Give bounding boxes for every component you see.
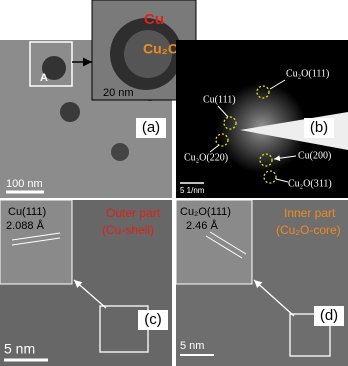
particle-core bbox=[124, 30, 172, 78]
lattice-line bbox=[11, 232, 61, 241]
lattice-line bbox=[209, 231, 247, 255]
label-box bbox=[314, 306, 344, 326]
core-label: Cu₂O bbox=[143, 41, 179, 57]
particle bbox=[42, 56, 66, 80]
particle bbox=[111, 143, 129, 161]
spot-ring bbox=[256, 85, 270, 99]
label-box bbox=[136, 118, 166, 138]
shell-label: Cu bbox=[144, 11, 164, 28]
spot-ring bbox=[259, 153, 273, 167]
plane-label: Cu(111) bbox=[8, 206, 46, 218]
zoom-inset bbox=[175, 199, 253, 285]
spot-ring bbox=[263, 170, 277, 184]
selection-box bbox=[29, 41, 73, 87]
spacing-label: 2.46 Å bbox=[186, 219, 218, 232]
scale-bar-label: 20 nm bbox=[103, 87, 134, 99]
scale-bar-label: 5 nm bbox=[180, 340, 204, 352]
spot-label: Cu₂O(111) bbox=[286, 68, 329, 79]
leader bbox=[217, 105, 229, 118]
arrow bbox=[73, 279, 107, 309]
spot-label: Cu₂O(220) bbox=[184, 152, 228, 163]
region-subtitle: (Cu₂O-core) bbox=[276, 223, 341, 237]
zoom-box bbox=[289, 313, 331, 357]
lattice-line bbox=[11, 237, 61, 246]
region-title: Inner part bbox=[284, 206, 336, 220]
lattice-line bbox=[205, 235, 243, 259]
panel-label: (d) bbox=[320, 307, 338, 324]
panel-label: (a) bbox=[142, 119, 160, 136]
spacing-label: 2.088 Å bbox=[6, 219, 45, 232]
region-subtitle: (Cu-shell) bbox=[102, 223, 154, 237]
leader bbox=[273, 155, 297, 162]
leader bbox=[209, 144, 220, 153]
spot-ring bbox=[223, 116, 237, 130]
plane-label: Cu₂O(111) bbox=[180, 206, 231, 218]
scale-bar-label: 5 1/nm bbox=[180, 186, 205, 195]
panel-label: (b) bbox=[310, 119, 328, 136]
arrow bbox=[253, 279, 295, 317]
scale-bar-label: 5 nm bbox=[4, 341, 35, 357]
leader bbox=[275, 178, 289, 183]
region-title: Outer part bbox=[106, 206, 161, 220]
panel-label: (c) bbox=[144, 311, 162, 328]
spot-label: Cu₂O(311) bbox=[288, 178, 332, 189]
marker: A bbox=[40, 72, 48, 84]
scale-bar-label: 100 nm bbox=[6, 178, 43, 190]
particle bbox=[60, 102, 80, 122]
label-box bbox=[304, 118, 334, 138]
label-box bbox=[138, 310, 168, 330]
spot-ring bbox=[215, 133, 229, 147]
spot-label: Cu(111) bbox=[203, 94, 236, 105]
spot-label: Cu(200) bbox=[298, 150, 331, 161]
leader bbox=[269, 79, 286, 90]
